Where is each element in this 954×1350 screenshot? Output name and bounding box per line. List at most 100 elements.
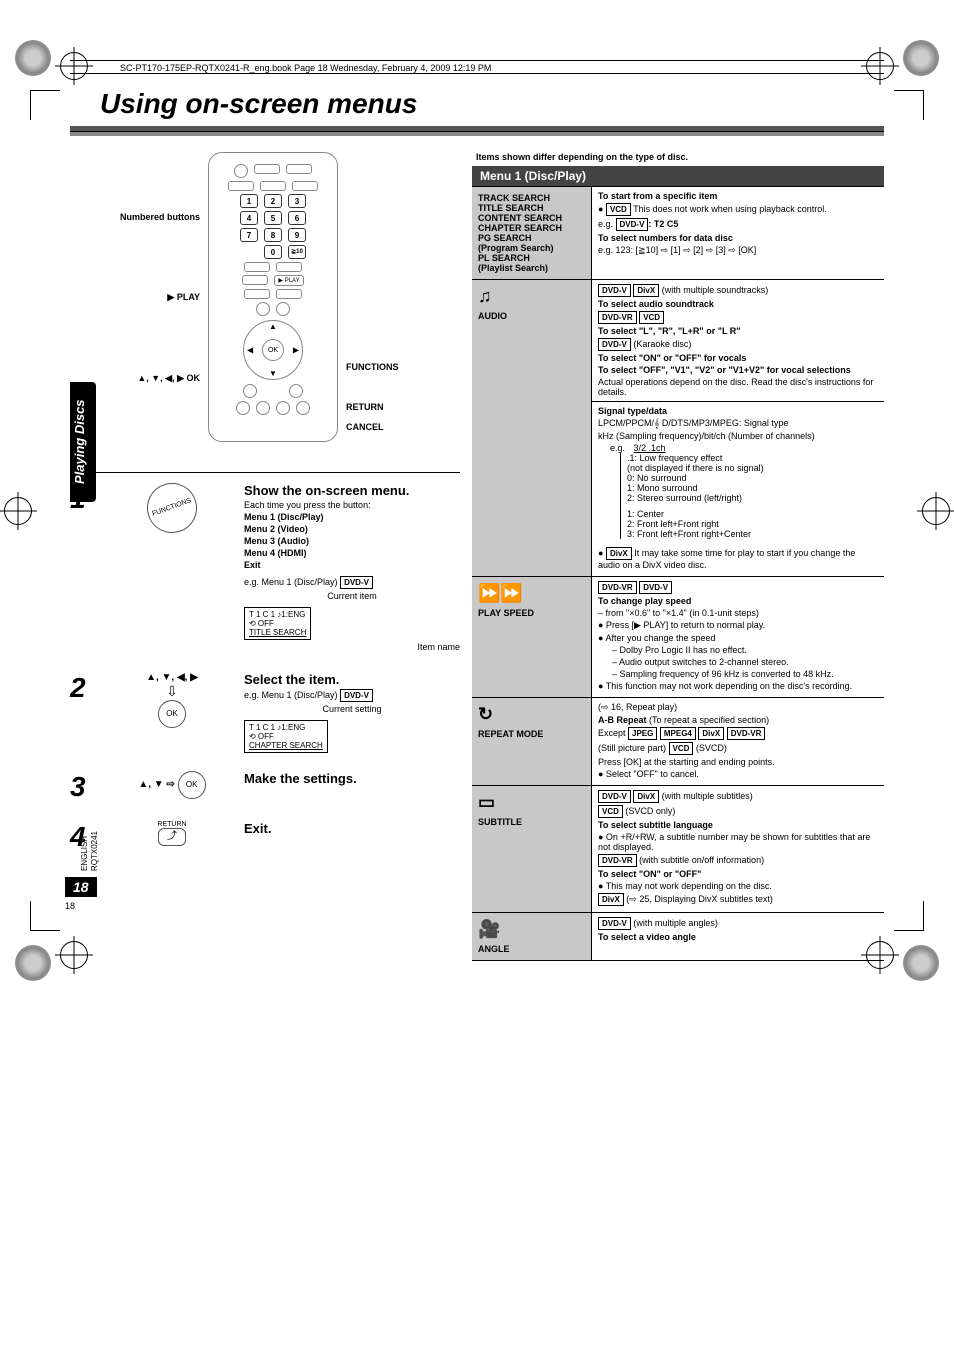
r4-ab2: (To repeat a specified section) (649, 715, 769, 725)
step1-item-name: Item name (244, 642, 460, 652)
registration-mark (60, 52, 88, 80)
tag-dvdv: DVD-V (340, 576, 373, 589)
tag-mpeg4: MPEG4 (660, 727, 696, 740)
r2-line1: (with multiple soundtracks) (659, 285, 768, 295)
tag-dvdv-a: DVD-V (598, 284, 631, 297)
crop-mark (894, 90, 924, 120)
book-header-line: SC-PT170-175EP-RQTX0241-R_eng.book Page … (70, 60, 884, 74)
r5-rrw: ● On +R/+RW, a subtitle number may be sh… (598, 832, 878, 852)
remote-play-button: ▶ PLAY (274, 275, 303, 286)
registration-mark (866, 52, 894, 80)
r2-karaoke: (Karaoke disc) (631, 339, 692, 349)
r2-l1b: (not displayed if there is no signal) (627, 463, 878, 473)
step1-eg: e.g. Menu 1 (Disc/Play) (244, 577, 338, 587)
label-cancel: CANCEL (346, 422, 426, 432)
numpad-gt10: ≧10 (288, 245, 306, 259)
r2-l0: 0: No surround (627, 473, 878, 483)
remote-ok-button: OK (262, 339, 284, 361)
footer-vertical-text: ENGLISH RQTX0241 (80, 831, 100, 871)
corner-ornament (903, 40, 939, 76)
r2-divx-note: It may take some time for play to start … (598, 548, 855, 570)
osd-box-1: T 1 C 1 ♪1:ENG ⟲ OFF TITLE SEARCH (244, 607, 311, 640)
r2-sig-line: LPCM/PPCM/𝄞 D/DTS/MP3/MPEG: Signal type (598, 418, 878, 429)
step2-eg: e.g. Menu 1 (Disc/Play) (244, 690, 338, 700)
step1-current-item: Current item (244, 591, 460, 601)
corner-ornament (903, 945, 939, 981)
r4-except: Except (598, 728, 628, 738)
numpad-9: 9 (288, 228, 306, 242)
footer-rqtx: RQTX0241 (90, 831, 99, 871)
menu-row-search: TRACK SEARCH TITLE SEARCH CONTENT SEARCH… (472, 186, 884, 279)
menu-row-subtitle: ▭ SUBTITLE DVD-V DivX (with multiple sub… (472, 785, 884, 912)
r3-a1: – Dolby Pro Logic II has no effect. (598, 645, 878, 655)
r1-eg1-pre: e.g. (598, 219, 616, 229)
step1-m3: Menu 3 (Audio) (244, 536, 460, 546)
tag-vcd-s: VCD (598, 805, 623, 818)
r4-still: (Still picture part) (598, 743, 669, 753)
r2-sig-hdr: Signal type/data (598, 406, 878, 416)
label-play: ▶ PLAY (110, 292, 200, 303)
tag-vcd-r: VCD (669, 742, 694, 755)
r5-onoff: To select "ON" or "OFF" (598, 869, 878, 879)
registration-mark (866, 941, 894, 969)
step1-m1: Menu 1 (Disc/Play) (244, 512, 460, 522)
r2-v1v2: To select "OFF", "V1", "V2" or "V1+V2" f… (598, 365, 878, 375)
return-button-icon: ⤴ (158, 828, 186, 846)
numpad-1: 1 (240, 194, 258, 208)
r4-off: ● Select "OFF" to cancel. (598, 769, 878, 779)
title-rule (70, 126, 884, 136)
label-return: RETURN (346, 402, 426, 412)
menu-left-search: TRACK SEARCH TITLE SEARCH CONTENT SEARCH… (472, 187, 592, 279)
step1-title: Show the on-screen menu. (244, 483, 460, 498)
osd-box-2: T 1 C 1 ♪1:ENG ⟲ OFF CHAPTER SEARCH (244, 720, 328, 753)
menu-row-audio: ♫ AUDIO DVD-V DivX (with multiple soundt… (472, 279, 884, 576)
page-title: Using on-screen menus (70, 84, 884, 126)
menu-left-subtitle: SUBTITLE (478, 817, 522, 827)
crop-mark (30, 90, 60, 120)
tag-dvdvr-ps: DVD-VR (598, 581, 637, 594)
step1-m2: Menu 2 (Video) (244, 524, 460, 534)
step1-exit: Exit (244, 560, 460, 570)
r2-r3: 3: Front left+Front right+Center (627, 529, 878, 539)
angle-icon: 🎥 (478, 919, 585, 940)
remote-cancel-icon (296, 401, 310, 415)
osd1-line2: ⟲ OFF (249, 619, 306, 628)
r2-eg: e.g. (610, 443, 625, 453)
menu-left-angle: ANGLE (478, 944, 510, 954)
tag-vcd-a: VCD (639, 311, 664, 324)
footer-english: ENGLISH (80, 836, 89, 871)
r1-select: To select numbers for data disc (598, 233, 878, 243)
osd2-line2: ⟲ OFF (249, 732, 323, 741)
r4-ref: (⇨ 16, Repeat play) (598, 702, 878, 713)
r2-actual: Actual operations depend on the disc. Re… (598, 377, 878, 397)
menu-left-playspeed: PLAY SPEED (478, 608, 534, 618)
ok-button-icon-2: OK (178, 771, 206, 799)
numpad-8: 8 (264, 228, 282, 242)
step1-each: Each time you press the button: (244, 500, 460, 510)
r6-l1: (with multiple angles) (631, 918, 718, 928)
r1-eg2: e.g. 123: [≧10] ⇨ [1] ⇨ [2] ⇨ [3] ⇨ [OK] (598, 245, 878, 256)
osd1-line1: T 1 C 1 ♪1:ENG (249, 610, 306, 619)
osd2-line1: T 1 C 1 ♪1:ENG (249, 723, 323, 732)
crop-mark (30, 901, 60, 931)
r5-sel: To select subtitle language (598, 820, 878, 830)
r3-change: To change play speed (598, 596, 878, 606)
r2-l1m: 1: Mono surround (627, 483, 878, 493)
numpad-5: 5 (264, 211, 282, 225)
steps-list: 1 FUNCTIONS Show the on-screen menu. Eac… (70, 472, 460, 853)
step4-title: Exit. (244, 821, 460, 836)
page-number-small: 18 (65, 901, 97, 911)
repeat-icon: ↻ (478, 704, 585, 725)
tag-dvdvr-r: DVD-VR (727, 727, 766, 740)
r1-vcd-note: This does not work when using playback c… (631, 204, 827, 214)
menu-row-repeat: ↻ REPEAT MODE (⇨ 16, Repeat play) A-B Re… (472, 697, 884, 785)
tag-divx-a: DivX (633, 284, 659, 297)
numpad-3: 3 (288, 194, 306, 208)
menu-left-audio: AUDIO (478, 311, 507, 321)
step4-return-label: RETURN (112, 821, 232, 828)
r2-khz: kHz (Sampling frequency)/bit/ch (Number … (598, 431, 878, 441)
r2-select-lr: To select "L", "R", "L+R" or "L R" (598, 326, 878, 336)
step3-controls: ▲, ▼ ⇨ (138, 779, 175, 790)
r5-l1: (with multiple subtitles) (659, 791, 753, 801)
menu-left-repeat: REPEAT MODE (478, 729, 543, 739)
